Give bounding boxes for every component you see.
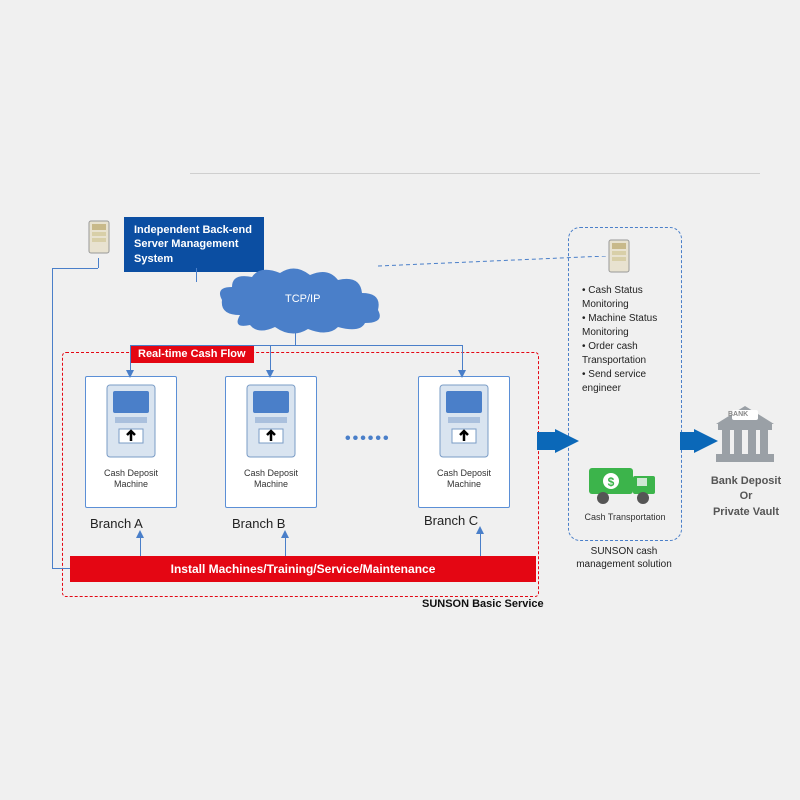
server-left-icon	[85, 217, 113, 257]
truck-icon: $	[585, 458, 665, 508]
atm-icon	[434, 381, 494, 461]
server-management-label: Independent Back-end Server Management S…	[124, 217, 264, 272]
server-right-icon	[605, 236, 633, 276]
solution-label: SUNSON cash management solution	[568, 545, 680, 571]
ellipsis-icon: ••••••	[345, 430, 391, 448]
bank-title: BANK	[728, 411, 748, 418]
machine-a: Cash Deposit Machine	[85, 376, 177, 508]
install-bar: Install Machines/Training/Service/Mainte…	[70, 556, 536, 582]
machine-b: Cash Deposit Machine	[225, 376, 317, 508]
arrow-to-mgmt-head	[555, 429, 579, 453]
svg-text:$: $	[608, 475, 615, 489]
branch-a-label: Branch A	[90, 516, 143, 531]
machine-caption: Cash Deposit Machine	[226, 468, 316, 490]
cloud-to-right-link	[378, 256, 606, 276]
arrow-to-mgmt	[537, 432, 555, 450]
branch-c-label: Branch C	[424, 513, 478, 528]
divider	[190, 173, 760, 174]
atm-icon	[241, 381, 301, 461]
bank-caption: Bank Deposit Or Private Vault	[702, 474, 790, 520]
list-item: Send service engineer	[582, 368, 672, 396]
machine-caption: Cash Deposit Machine	[86, 468, 176, 490]
atm-icon	[101, 381, 161, 461]
machine-caption: Cash Deposit Machine	[419, 468, 509, 490]
cloud-protocol-label: TCP/IP	[285, 293, 320, 305]
branch-b-label: Branch B	[232, 516, 285, 531]
arrow-to-bank	[680, 432, 694, 450]
list-item: Order cash Transportation	[582, 340, 672, 368]
truck-label: Cash Transportation	[578, 512, 672, 522]
basic-service-label: SUNSON Basic Service	[422, 598, 544, 610]
machine-c: Cash Deposit Machine	[418, 376, 510, 508]
management-list: Cash Status Monitoring Machine Status Mo…	[582, 284, 672, 396]
list-item: Machine Status Monitoring	[582, 312, 672, 340]
list-item: Cash Status Monitoring	[582, 284, 672, 312]
cashflow-label: Real-time Cash Flow	[130, 345, 254, 363]
